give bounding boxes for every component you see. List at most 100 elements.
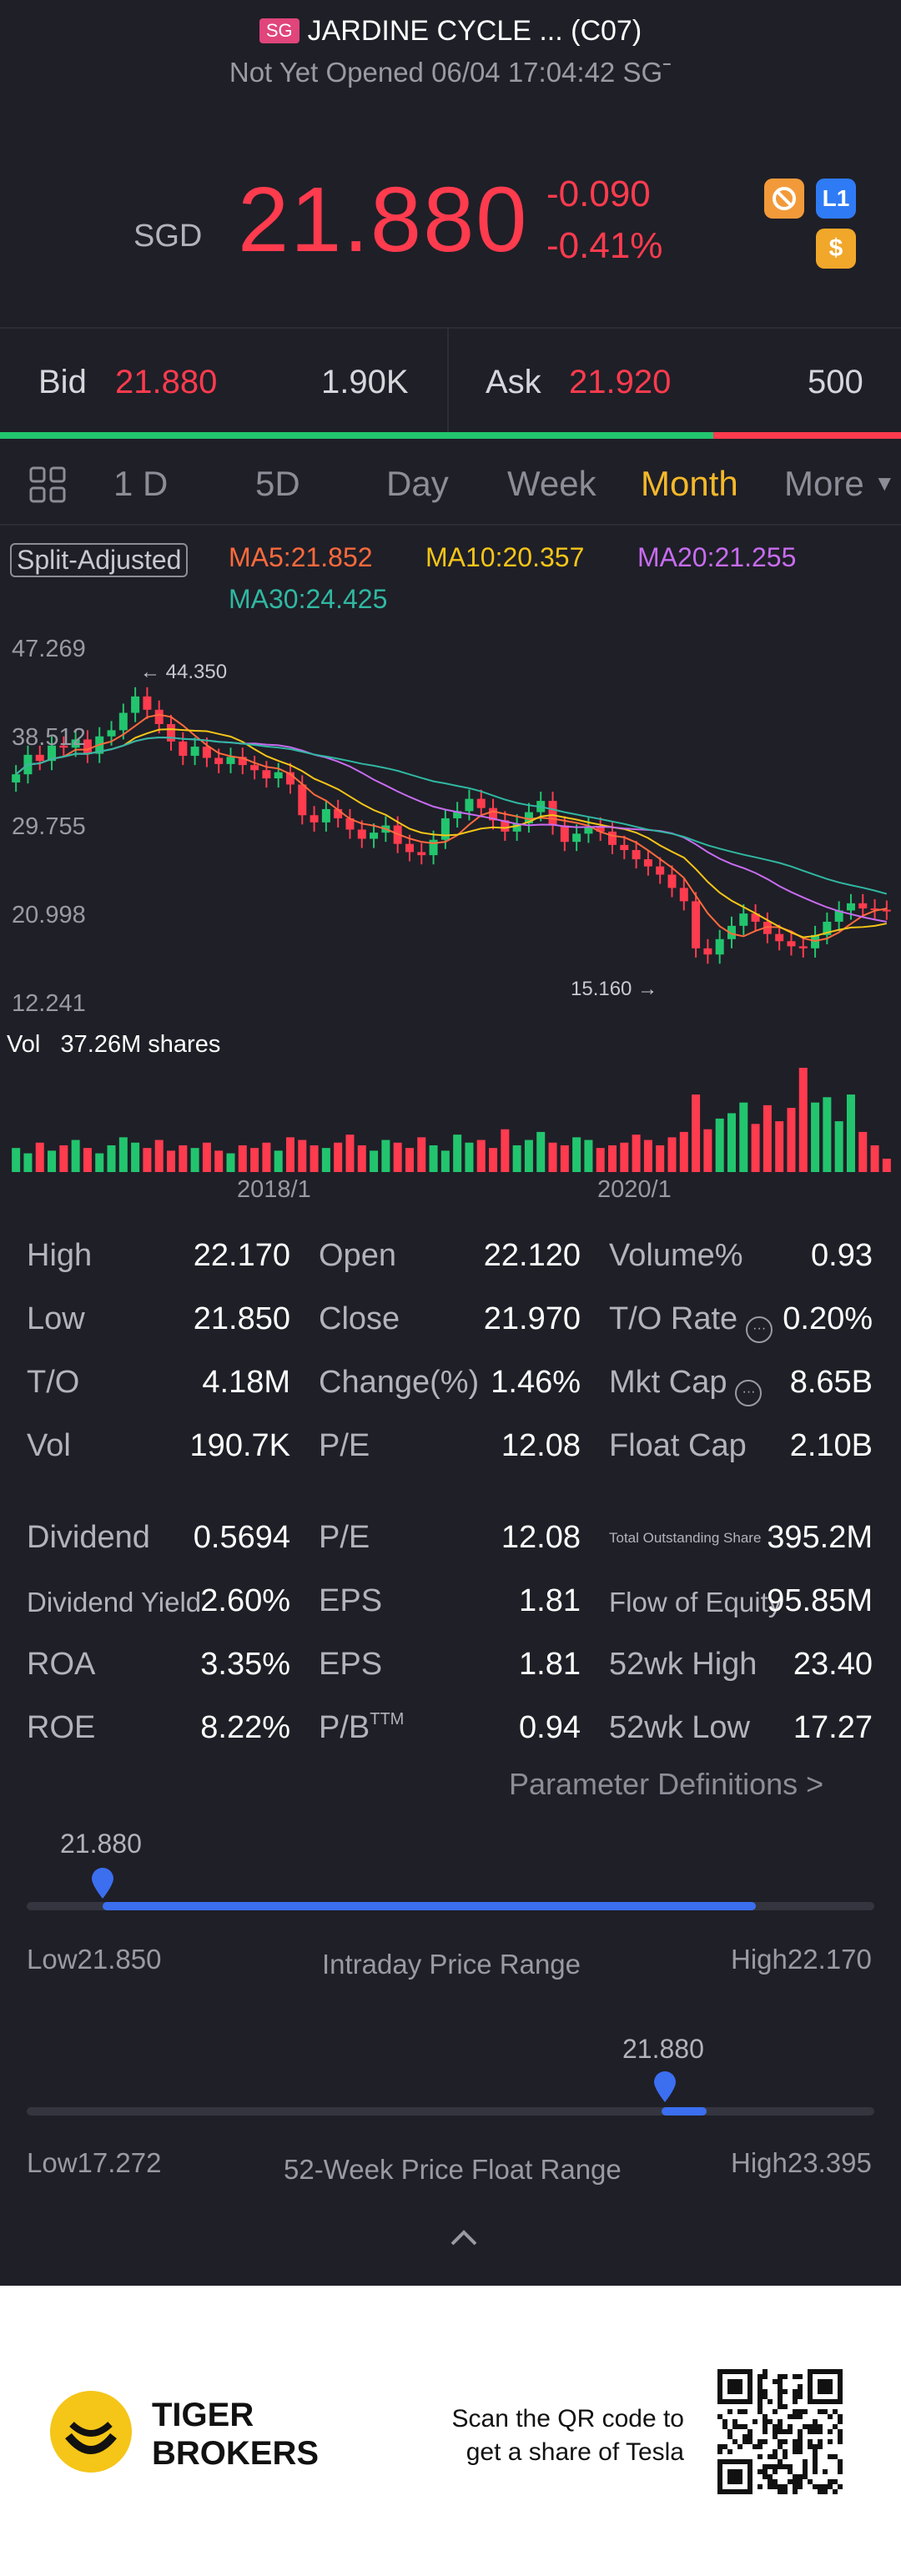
volume-bar xyxy=(834,1121,843,1172)
x-tick-label: 2020/1 xyxy=(597,1176,672,1203)
tab-more[interactable]: More ▼ xyxy=(784,464,895,504)
volume-bar xyxy=(23,1153,33,1172)
stat-value: 21.970 xyxy=(483,1301,581,1336)
stat-label: P/E xyxy=(319,1428,370,1464)
candle-body xyxy=(548,801,557,826)
candlestick-chart[interactable] xyxy=(0,617,901,1201)
candle-body xyxy=(370,833,379,839)
candle-body xyxy=(870,908,879,910)
stat-label-text: Change(%) xyxy=(319,1365,480,1400)
tab-day[interactable]: Day xyxy=(386,464,449,503)
level1-icon[interactable]: L1 xyxy=(816,179,856,219)
chevron-down-icon: ▼ xyxy=(873,470,896,496)
tab-1d[interactable]: 1 D xyxy=(113,464,169,503)
volume-bar xyxy=(811,1102,820,1172)
stat-value: 17.27 xyxy=(793,1710,873,1745)
stat-label: Dividend Yield xyxy=(27,1587,201,1618)
qr-code-icon[interactable] xyxy=(717,2369,843,2494)
volume-bar xyxy=(202,1142,211,1172)
candle-body xyxy=(739,913,748,926)
candle-body xyxy=(310,815,319,823)
stat-label-text: 52wk High xyxy=(609,1647,758,1682)
brand-line2: BROKERS xyxy=(152,2435,320,2472)
ma20-line xyxy=(15,736,888,923)
info-icon[interactable]: ··· xyxy=(746,1316,773,1343)
split-adjusted-toggle[interactable]: Split-Adjusted xyxy=(10,543,189,577)
volume-bar xyxy=(882,1158,891,1172)
bid-size: 1.90K xyxy=(321,364,409,400)
candle-body xyxy=(667,874,677,888)
volume-bar xyxy=(71,1140,80,1172)
volume-bar xyxy=(703,1129,712,1172)
collapse-chevron-icon[interactable] xyxy=(447,2227,481,2251)
volume-bar xyxy=(823,1097,832,1172)
candle-body xyxy=(71,739,80,748)
stat-value: 0.94 xyxy=(519,1710,581,1745)
stat-value: 0.20% xyxy=(783,1301,873,1336)
parameter-definitions-link[interactable]: Parameter Definitions > xyxy=(509,1767,823,1802)
volume-bar xyxy=(548,1142,557,1172)
candle-body xyxy=(143,696,152,710)
volume-bar xyxy=(596,1148,605,1172)
candle-body xyxy=(285,772,294,785)
candle-body xyxy=(35,754,44,762)
candle-body xyxy=(656,866,665,875)
layout-grid-icon[interactable] xyxy=(28,465,67,508)
volume-bar xyxy=(798,1068,808,1172)
stat-label: Dividend xyxy=(27,1520,150,1556)
stat-label-text: Mkt Cap xyxy=(609,1365,727,1400)
stat-label: EPS xyxy=(319,1647,382,1683)
intraday-range-fill xyxy=(103,1902,756,1910)
ask-price: 21.920 xyxy=(569,364,672,400)
stat-label-text: Vol xyxy=(27,1428,71,1463)
candle-body xyxy=(834,910,843,922)
dollar-icon[interactable]: $ xyxy=(816,229,856,269)
info-icon[interactable]: ··· xyxy=(735,1380,763,1406)
candle-body xyxy=(118,712,128,731)
stat-value: 12.08 xyxy=(501,1428,581,1463)
volume-bar xyxy=(417,1137,426,1172)
stat-label-text: Volume% xyxy=(609,1238,743,1273)
stat-value: 4.18M xyxy=(202,1365,290,1400)
tab-month[interactable]: Month xyxy=(641,464,738,503)
stat-label-text: Dividend xyxy=(27,1520,150,1555)
stat-label: Low xyxy=(27,1301,85,1337)
y-tick-label: 47.269 xyxy=(12,636,86,662)
last-price: 21.880 xyxy=(238,169,529,271)
candle-body xyxy=(632,849,641,860)
volume-bar xyxy=(393,1142,402,1172)
tab-week[interactable]: Week xyxy=(507,464,596,503)
volume-bar xyxy=(429,1145,438,1172)
candle-body xyxy=(202,747,211,758)
no-trade-icon[interactable] xyxy=(764,179,804,219)
volume-bar xyxy=(453,1135,462,1172)
volume-bar xyxy=(751,1124,760,1172)
qr-caption-line1: Scan the QR code to xyxy=(451,2405,685,2433)
candle-body xyxy=(417,852,426,856)
candle-body xyxy=(262,770,271,779)
bid-label: Bid xyxy=(38,364,87,400)
volume-bar xyxy=(238,1145,247,1172)
location-pin-icon xyxy=(90,1867,115,1904)
ma30-line xyxy=(15,736,888,895)
volume-bar xyxy=(131,1142,140,1172)
y-tick-label: 20.998 xyxy=(12,902,86,928)
candle-body xyxy=(107,730,116,737)
tab-5d[interactable]: 5D xyxy=(255,464,300,503)
ma30-value: MA30:24.425 xyxy=(229,584,388,614)
volume-bar xyxy=(405,1148,414,1172)
stat-label: Vol xyxy=(27,1428,71,1464)
volume-bar xyxy=(608,1145,617,1172)
volume-bar xyxy=(214,1150,224,1172)
candle-body xyxy=(179,741,188,757)
stat-label: Open xyxy=(319,1238,396,1274)
low-marker: 15.160 → xyxy=(571,978,658,1000)
stat-label-text: EPS xyxy=(319,1647,383,1682)
candle-body xyxy=(226,757,235,764)
stat-value: 395.2M xyxy=(767,1520,873,1555)
volume-bar xyxy=(440,1150,450,1172)
stat-label: Float Cap xyxy=(609,1428,747,1464)
candle-body xyxy=(846,903,855,911)
brand-line1: TIGER xyxy=(152,2397,254,2433)
chevron-right-icon: > xyxy=(806,1767,824,1801)
